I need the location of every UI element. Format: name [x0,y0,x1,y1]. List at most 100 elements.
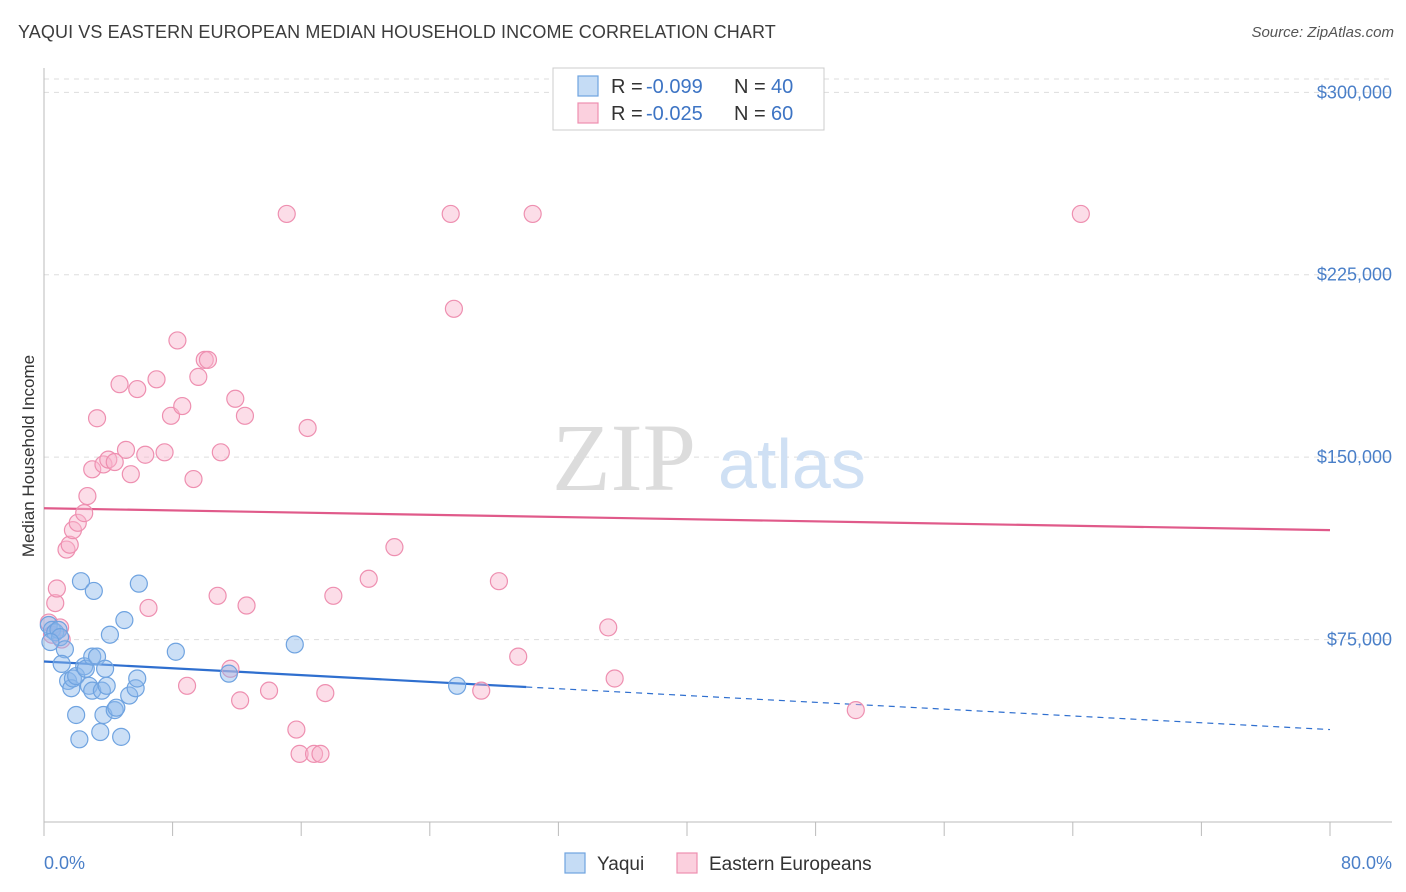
watermark-atlas: atlas [718,425,866,503]
eastern-point-30 [189,367,208,386]
bottom-legend-yaqui: Yaqui [597,854,644,875]
eastern-point-45 [304,744,324,763]
eastern-point-39 [237,596,256,615]
y-tick-label-3: $300,000 [1317,82,1392,102]
eastern-point-58 [605,669,624,688]
yaqui-point-18 [84,581,103,601]
eastern-point-60 [1071,204,1090,224]
eastern-point-54 [489,572,509,591]
y-axis-label: Median Household Income [19,355,38,557]
yaqui-point-17 [83,681,102,700]
eastern-europeans-points [39,204,1090,763]
yaqui-point-20 [91,722,110,742]
series-legend: Yaqui Eastern Europeans [564,852,872,875]
y-tick-labels: $75,000 $150,000 $225,000 $300,000 [1317,82,1392,649]
yaqui-point-35 [219,664,238,683]
eastern-point-16 [105,452,124,472]
eastern-point-47 [316,683,335,703]
legend-yaqui-r-value: -0.099 [646,76,703,98]
yaqui-point-38 [41,632,60,652]
eastern-point-18 [116,440,136,459]
yaqui-point-32 [128,669,147,688]
grid-lines [44,78,1392,641]
legend-eastern-n-value: 60 [771,103,793,125]
eastern-point-48 [324,586,343,605]
yaqui-trend-line [43,660,527,689]
yaqui-point-34 [166,642,185,661]
bottom-legend-swatch-yaqui [564,852,586,874]
eastern-point-10 [75,504,94,523]
y-tick-label-0: $75,000 [1327,630,1392,650]
eastern-point-57 [599,618,618,637]
yaqui-point-16 [83,647,102,666]
eastern-point-53 [472,681,491,700]
eastern-point-22 [139,598,158,618]
eastern-point-26 [168,331,187,350]
legend-eastern-n-label: N = [734,103,766,125]
yaqui-point-27 [107,698,126,717]
yaqui-point-28 [112,727,131,746]
eastern-point-24 [155,443,174,462]
yaqui-point-29 [115,611,134,630]
yaqui-point-37 [448,676,467,695]
legend-eastern-r-value: -0.025 [646,103,703,125]
x-tick-label-1: 80.0% [1341,853,1392,873]
eastern-point-17 [110,375,129,394]
axes [43,68,1392,836]
eastern-point-56 [523,204,542,224]
eastern-point-50 [385,538,404,557]
yaqui-point-36 [285,635,304,654]
eastern-point-42 [287,720,306,739]
eastern-point-2 [46,593,65,613]
legend-yaqui-n-value: 40 [771,76,793,98]
legend-yaqui-n-label: N = [734,76,766,98]
eastern-point-12 [83,460,102,479]
yaqui-points [39,572,467,749]
eastern-point-7 [60,535,79,554]
eastern-point-55 [509,647,528,666]
yaqui-trend-extension [526,686,1331,731]
yaqui-point-23 [95,659,115,678]
eastern-point-3 [47,579,66,598]
eastern-trend-line [43,507,1331,532]
yaqui-point-5 [55,640,74,659]
eastern-point-43 [290,744,309,763]
eastern-point-51 [441,204,460,224]
eastern-point-11 [78,486,97,506]
eastern-point-28 [177,676,197,695]
eastern-point-36 [226,389,245,408]
eastern-point-44 [298,418,317,438]
eastern-point-6 [57,540,76,559]
eastern-point-13 [87,409,107,428]
eastern-point-41 [277,204,296,224]
bottom-legend-eastern: Eastern Europeans [709,854,872,875]
eastern-point-40 [259,681,279,700]
legend-yaqui-r-label: R = [611,76,643,98]
eastern-point-19 [121,465,140,484]
bottom-legend-swatch-eastern [676,852,698,874]
eastern-point-49 [359,569,378,588]
eastern-point-34 [211,443,230,462]
eastern-point-33 [208,586,227,605]
legend-swatch-yaqui [577,75,599,97]
y-tick-label-1: $150,000 [1317,447,1392,467]
yaqui-point-11 [70,730,89,749]
yaqui-point-39 [52,654,71,674]
yaqui-point-24 [97,676,116,695]
yaqui-point-25 [100,625,120,644]
correlation-legend: R = -0.099 N = 40 R = -0.025 N = 60 [552,67,825,131]
legend-eastern-r-label: R = [611,103,643,125]
eastern-point-29 [184,469,203,489]
eastern-point-37 [231,691,250,710]
yaqui-point-33 [129,574,148,593]
yaqui-point-30 [120,686,139,705]
yaqui-point-8 [63,669,83,688]
eastern-point-9 [68,513,87,532]
source-label: Source: ZipAtlas.com [1251,24,1394,41]
x-tick-labels: 0.0% 80.0% [44,853,1392,873]
eastern-point-20 [128,379,147,399]
y-tick-label-2: $225,000 [1317,265,1392,285]
legend-swatch-eastern [577,102,599,124]
eastern-point-38 [235,406,255,425]
